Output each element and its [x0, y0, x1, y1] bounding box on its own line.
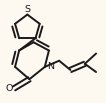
Text: N: N [47, 62, 54, 71]
Text: O: O [6, 84, 13, 93]
Text: S: S [24, 5, 30, 14]
